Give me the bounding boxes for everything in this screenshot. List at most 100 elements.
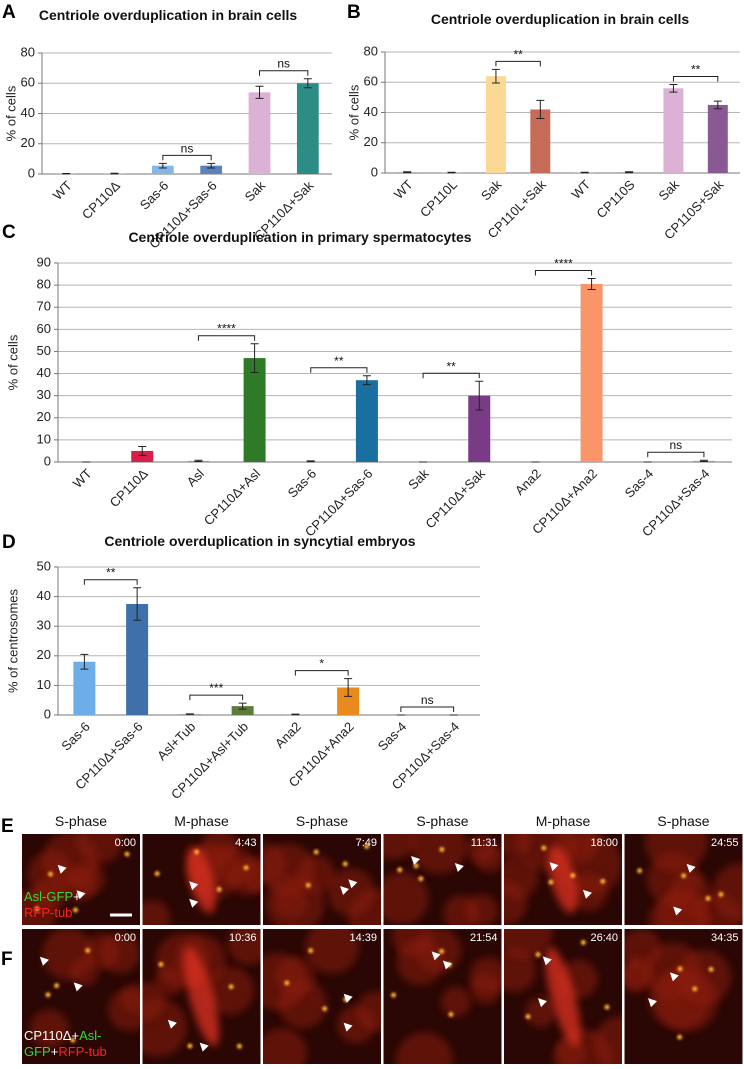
y-axis-label: % of centrosomes xyxy=(5,588,20,693)
channel-legend-part: + xyxy=(51,1044,59,1059)
panel-label: C xyxy=(2,222,16,243)
significance-label: * xyxy=(319,657,324,671)
panel-label: D xyxy=(2,532,16,553)
y-tick-label: 80 xyxy=(21,44,35,59)
x-tick-label: Ana2 xyxy=(272,719,304,751)
centrosome xyxy=(125,852,130,857)
centrosome xyxy=(692,986,697,991)
x-tick-label: Sak xyxy=(656,177,683,204)
cell-glow xyxy=(676,950,731,1005)
micrograph: 21:54 xyxy=(384,916,507,1064)
channel-legend: Asl-GFP+ xyxy=(24,889,81,904)
centrosome xyxy=(229,984,234,989)
channel-legend-part: + xyxy=(71,1028,79,1043)
bar xyxy=(297,83,319,174)
centrosome xyxy=(322,1006,327,1011)
y-tick-label: 40 xyxy=(37,365,51,380)
cell-glow xyxy=(496,823,531,858)
bar xyxy=(581,284,603,462)
x-tick-label: Ana2 xyxy=(512,466,544,498)
significance-label: **** xyxy=(554,256,573,270)
centrosome xyxy=(600,879,605,884)
error-bar xyxy=(291,714,299,715)
centrosome xyxy=(678,966,683,971)
cell-glow xyxy=(465,894,498,927)
centrosome xyxy=(343,861,348,866)
timestamp: 4:43 xyxy=(235,837,256,849)
micrograph-content xyxy=(369,812,503,931)
centrosome xyxy=(718,892,723,897)
y-tick-label: 60 xyxy=(21,75,35,90)
centrosome xyxy=(187,1044,192,1049)
micrograph: 4:43 xyxy=(134,828,277,936)
error-bar xyxy=(111,173,119,174)
significance-bracket xyxy=(84,580,137,585)
y-tick-label: 30 xyxy=(37,387,51,402)
y-tick-label: 20 xyxy=(37,409,51,424)
channel-legend: CP110Δ+Asl- xyxy=(24,1028,101,1043)
x-tick-label: CP110Δ xyxy=(107,466,151,510)
channel-legend-part: Asl- xyxy=(79,1028,101,1043)
significance-label: *** xyxy=(209,681,223,695)
significance-bracket xyxy=(295,671,348,676)
centrosome xyxy=(581,940,586,945)
centrosome xyxy=(397,867,402,872)
significance-bracket xyxy=(260,71,308,76)
y-tick-label: 10 xyxy=(37,431,51,446)
centrosome xyxy=(391,993,396,998)
timestamp: 11:31 xyxy=(471,837,498,849)
channel-legend-part: RFP-tub xyxy=(58,1044,106,1059)
centrosome xyxy=(439,949,444,954)
centrosome xyxy=(536,952,541,957)
micrograph: 11:31 xyxy=(369,812,503,931)
centrosome xyxy=(548,880,553,885)
x-tick-label: Sas-4 xyxy=(622,466,657,501)
x-tick-label: Sas-6 xyxy=(58,719,93,754)
y-axis-label: % of cells xyxy=(5,334,20,390)
channel-legend-part: GFP xyxy=(24,1044,51,1059)
y-tick-label: 40 xyxy=(364,104,378,119)
error-bar xyxy=(448,172,456,173)
bar xyxy=(663,88,683,173)
micrograph: 0:00 xyxy=(7,818,140,939)
centrosome xyxy=(73,908,78,913)
x-tick-label: Sas-6 xyxy=(137,178,172,213)
y-tick-label: 50 xyxy=(37,558,51,573)
centrosome xyxy=(244,865,249,870)
centrosome xyxy=(217,887,222,892)
y-tick-label: 0 xyxy=(28,165,35,180)
centrosome xyxy=(284,980,289,985)
y-tick-label: 0 xyxy=(44,706,51,721)
timestamp: 18:00 xyxy=(590,837,618,849)
x-tick-label: WT xyxy=(50,178,75,203)
significance-bracket xyxy=(648,452,704,457)
timestamp: 14:39 xyxy=(349,932,377,944)
centrosome xyxy=(85,948,90,953)
significance-bracket xyxy=(190,695,243,700)
significance-bracket xyxy=(496,61,540,66)
x-tick-label: Asl+Tub xyxy=(154,719,198,763)
micrograph: 34:35 xyxy=(620,929,743,1064)
panel-label: E xyxy=(1,816,14,837)
significance-label: ns xyxy=(181,141,194,155)
centrosome xyxy=(418,876,423,881)
significance-label: **** xyxy=(217,322,236,336)
significance-label: ns xyxy=(421,693,434,707)
x-tick-label: CP110L xyxy=(417,177,460,220)
y-tick-label: 70 xyxy=(37,299,51,314)
significance-bracket xyxy=(198,336,254,341)
centrosome xyxy=(158,962,163,967)
centrosome xyxy=(681,873,686,878)
y-tick-label: 80 xyxy=(37,277,51,292)
error-bar xyxy=(625,172,633,173)
centrosome xyxy=(194,850,199,855)
centrosome xyxy=(237,1044,242,1049)
centrosome xyxy=(306,883,311,888)
centrosome xyxy=(45,992,50,997)
y-tick-label: 60 xyxy=(364,74,378,89)
phase-label: S-phase xyxy=(657,813,709,829)
bar xyxy=(249,92,271,174)
y-axis-label: % of cells xyxy=(346,84,361,140)
x-tick-label: Sak xyxy=(478,177,505,204)
